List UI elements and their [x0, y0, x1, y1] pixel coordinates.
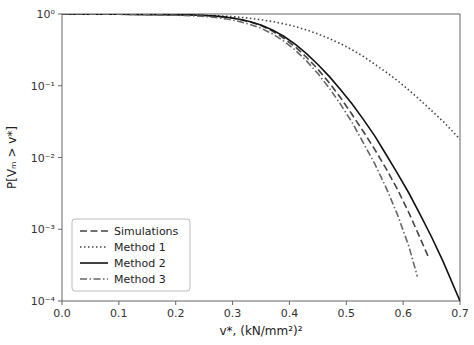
- x-tick-label: 0.7: [451, 307, 469, 320]
- series-line: [62, 14, 460, 139]
- legend-swatch: [80, 246, 108, 248]
- x-tick: [460, 301, 461, 305]
- y-axis-label: P[Vₘ > v*]: [5, 126, 19, 189]
- x-tick: [346, 301, 347, 305]
- legend-swatch: [80, 230, 108, 232]
- y-tick: [58, 14, 62, 15]
- y-tick-label: 10⁰: [37, 8, 56, 21]
- x-tick: [118, 301, 119, 305]
- y-tick: [58, 85, 62, 86]
- legend-swatch: [80, 262, 108, 264]
- x-axis-label: v*, (kN/mm²)²: [219, 324, 302, 338]
- y-tick-label: 10⁻¹: [31, 80, 55, 93]
- x-tick-label: 0.6: [394, 307, 412, 320]
- y-tick-label: 10⁻³: [31, 223, 55, 236]
- x-tick-label: 0.1: [110, 307, 128, 320]
- x-tick-label: 0.2: [167, 307, 185, 320]
- legend-swatch: [80, 278, 108, 280]
- x-tick-label: 0.5: [338, 307, 356, 320]
- y-tick-label: 10⁻⁴: [31, 295, 56, 308]
- series-line: [62, 14, 417, 276]
- background: [0, 0, 474, 345]
- legend-label: Method 3: [114, 273, 166, 286]
- legend-box: [72, 219, 190, 291]
- x-tick: [289, 301, 290, 305]
- y-tick: [58, 229, 62, 230]
- lines: [62, 14, 460, 301]
- legend-label: Method 1: [114, 241, 166, 254]
- x-tick-label: 0.0: [53, 307, 71, 320]
- x-tick: [403, 301, 404, 305]
- x-tick: [232, 301, 233, 305]
- chart: 0.0 0.1 0.2 0.3 0.4 0.5 0.6 0.7 10⁻⁴ 10⁻³ 10⁻² 10⁻¹…: [0, 0, 474, 345]
- axes: 0.0 0.1 0.2 0.3 0.4 0.5 0.6 0.7 10⁻⁴ 10⁻³ 10⁻² 10⁻¹…: [31, 8, 469, 320]
- y-tick: [58, 157, 62, 158]
- x-tick-label: 0.3: [224, 307, 242, 320]
- x-tick: [62, 301, 63, 305]
- y-tick-label: 10⁻²: [31, 152, 55, 165]
- x-tick-label: 0.4: [281, 307, 299, 320]
- legend-label: Method 2: [114, 257, 166, 270]
- x-tick: [175, 301, 176, 305]
- plot-frame: [62, 14, 460, 301]
- legend-label: Simulations: [114, 225, 179, 238]
- legend: Simulations Method 1 Method 2 Method 3: [72, 219, 190, 291]
- series-line: [62, 14, 460, 301]
- y-tick: [58, 301, 62, 302]
